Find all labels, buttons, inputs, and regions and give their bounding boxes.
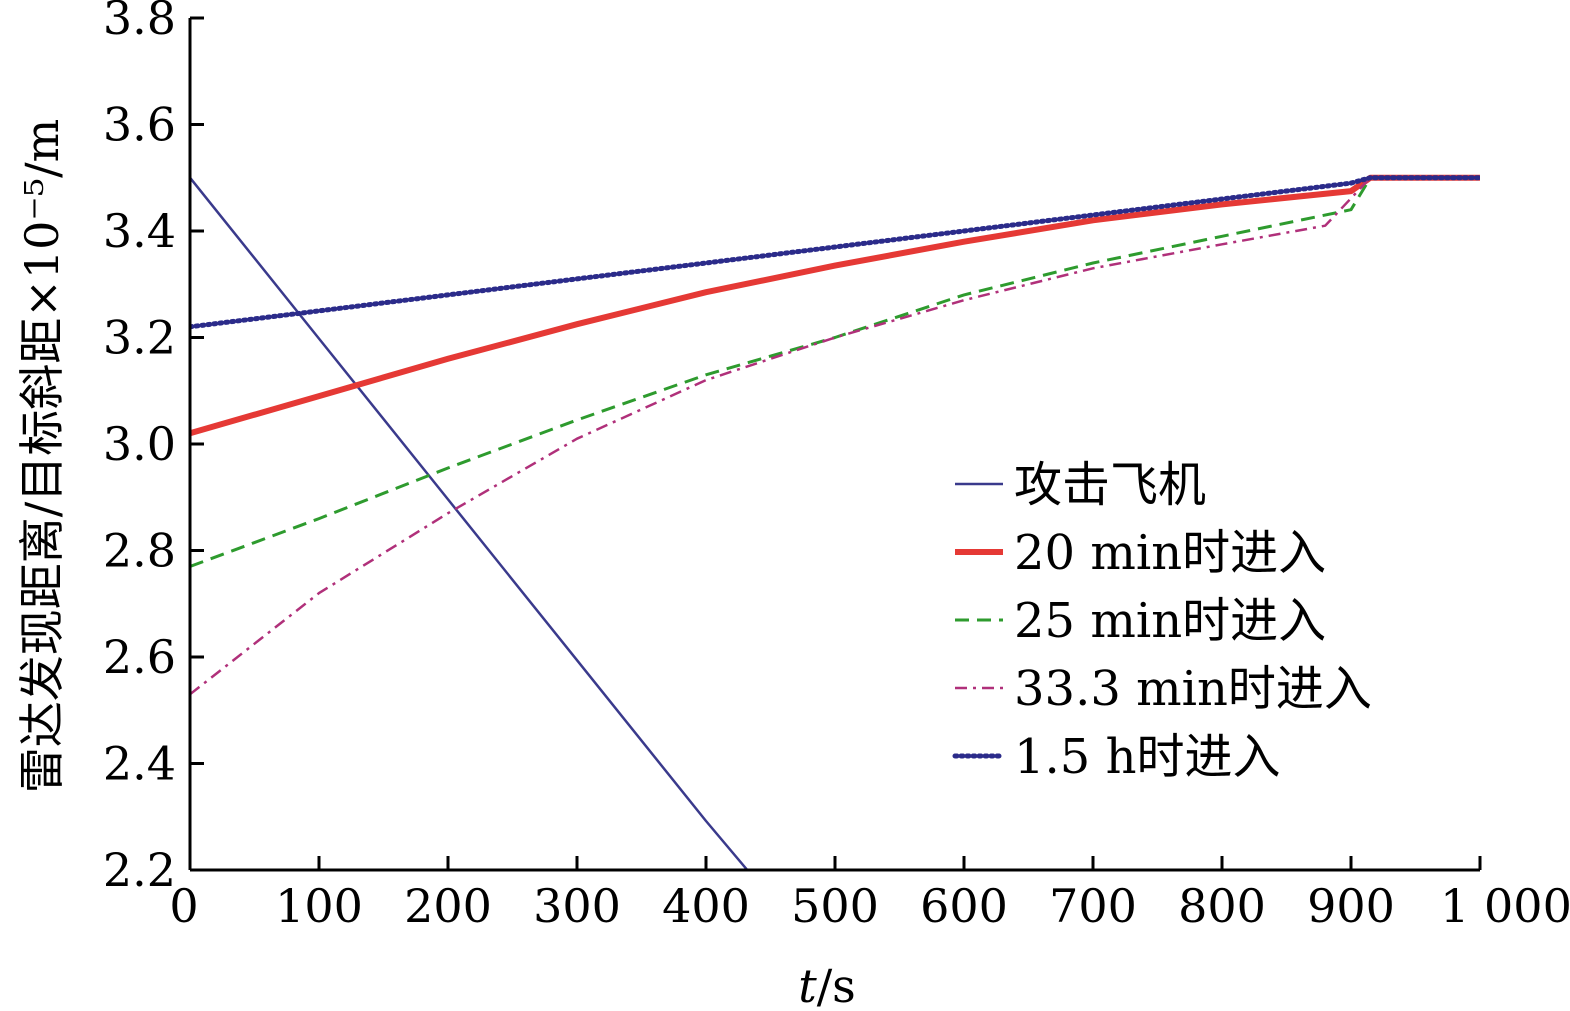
x-tick-label: 900	[1307, 879, 1395, 933]
series-line-3	[190, 176, 1480, 696]
series-line-1	[190, 174, 1480, 437]
x-tick-label: 100	[275, 879, 363, 933]
x-tick-label: 1 000	[1440, 879, 1570, 933]
y-tick-label: 2.2	[103, 843, 176, 897]
series-line-0	[190, 176, 749, 870]
series-line-2	[190, 176, 1480, 568]
axes-layer	[188, 18, 1480, 872]
legend-label-3: 33.3 min时进入	[1014, 661, 1372, 717]
y-tick-label: 3.6	[103, 98, 176, 152]
y-tick-label: 3.8	[103, 0, 176, 45]
x-tick-label: 800	[1178, 879, 1266, 933]
series-layer	[190, 174, 1480, 870]
y-tick-label: 2.4	[103, 737, 176, 791]
x-axis-title-var: t	[798, 959, 817, 1011]
y-tick-label: 2.8	[103, 524, 176, 578]
y-ticks: 2.2 2.4 2.6 2.8 3.0 3.2 3.4 3.6 3.8	[103, 0, 204, 897]
x-tick-label: 200	[404, 879, 492, 933]
x-tick-label: 700	[1049, 879, 1137, 933]
x-axis-title-unit: /s	[817, 959, 856, 1011]
x-tick-label: 600	[920, 879, 1008, 933]
x-tick-label: 400	[662, 879, 750, 933]
y-tick-label: 3.0	[103, 417, 176, 471]
x-ticks: 0 100 200 300 400 500 600 700 800 900 1 000	[169, 856, 1570, 933]
y-tick-label: 3.2	[103, 311, 176, 365]
y-axis-title: 雷达发现距离/目标斜距×10⁻⁵/m	[15, 119, 69, 793]
legend-label-2: 25 min时进入	[1014, 593, 1326, 649]
y-tick-label: 3.4	[103, 204, 176, 258]
legend-label-4: 1.5 h时进入	[1014, 729, 1281, 785]
legend: 攻击飞机 20 min时进入 25 min时进入 33.3 min时进入 1.5 h时进…	[952, 457, 1372, 785]
y-tick-label: 2.6	[103, 630, 176, 684]
x-tick-label: 0	[169, 879, 198, 933]
legend-label-1: 20 min时进入	[1014, 525, 1326, 581]
legend-label-0: 攻击飞机	[1014, 457, 1206, 513]
x-tick-label: 300	[533, 879, 621, 933]
x-axis-title: t/s	[798, 959, 856, 1011]
series-line-4	[190, 175, 1480, 330]
x-tick-label: 500	[791, 879, 879, 933]
